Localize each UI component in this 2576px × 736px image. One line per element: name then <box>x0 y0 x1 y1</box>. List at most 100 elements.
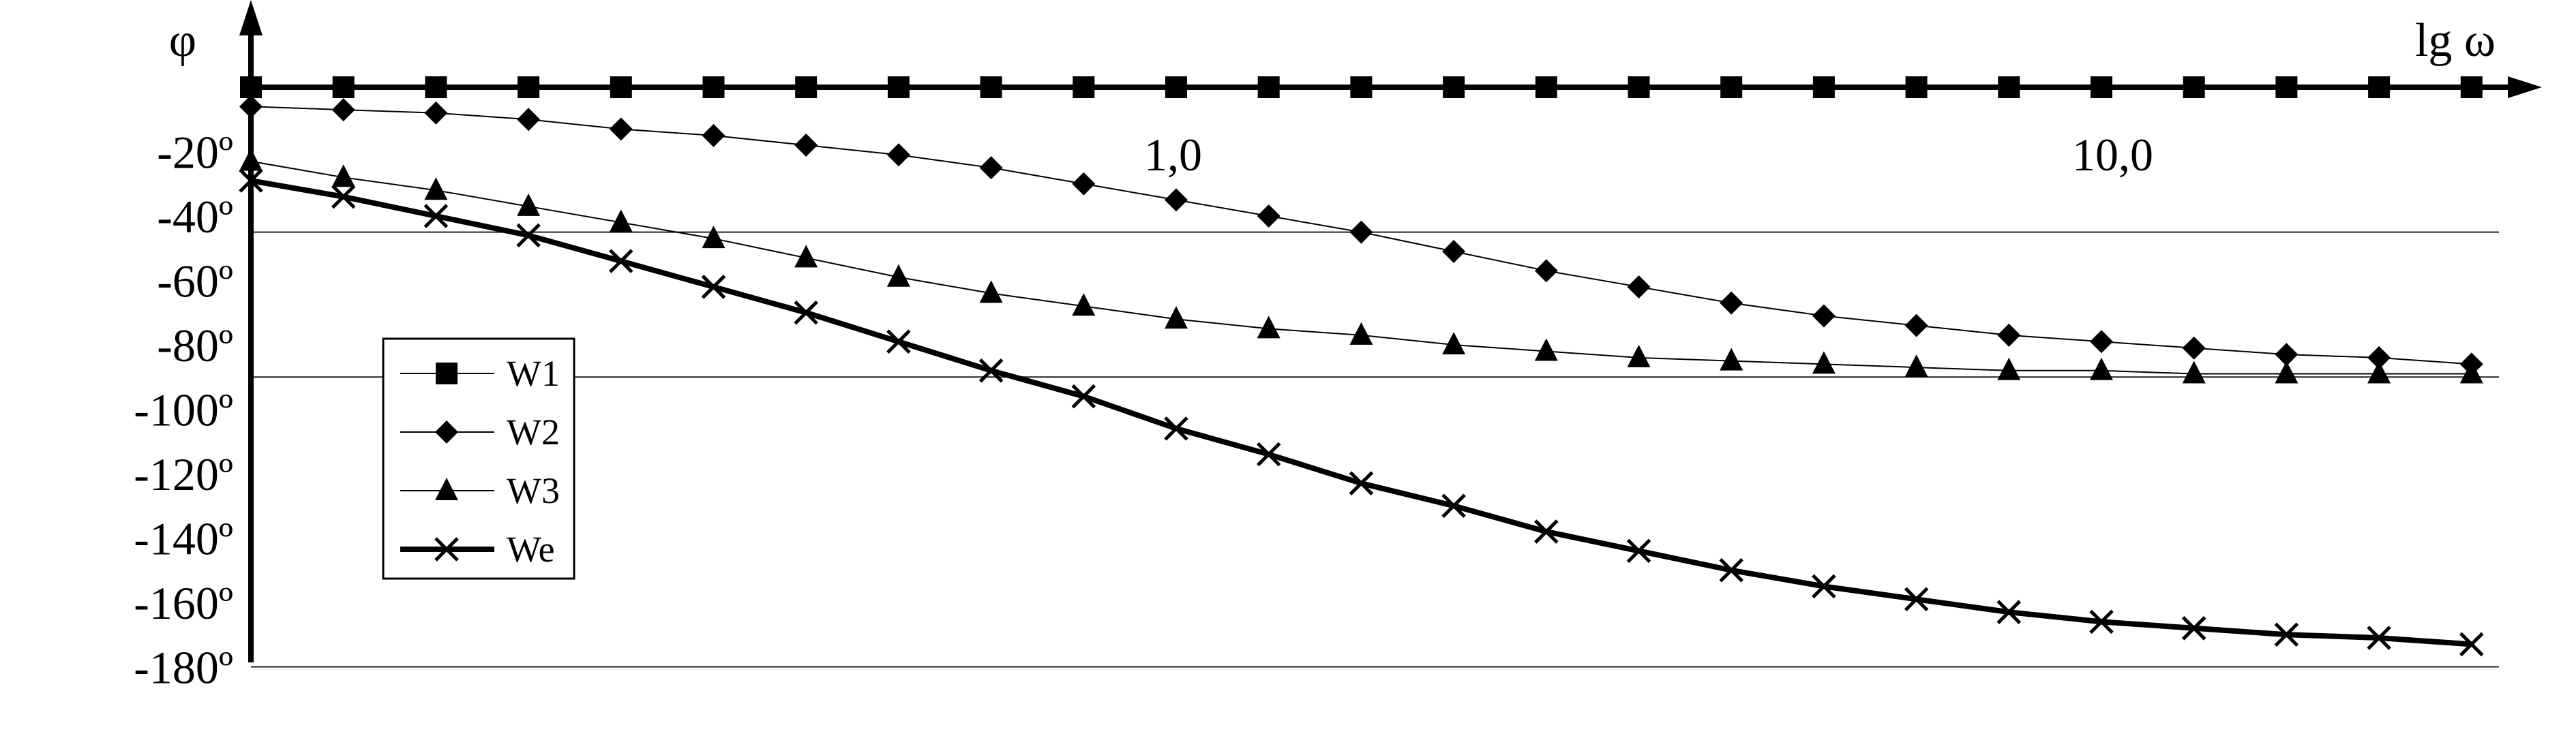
data-point-we <box>1071 384 1096 409</box>
data-point-w3 <box>1627 344 1651 367</box>
data-point-w1 <box>2183 76 2205 98</box>
data-point-w2 <box>1349 220 1373 244</box>
data-point-we <box>1164 416 1188 441</box>
data-point-we <box>423 204 449 228</box>
data-point-w3 <box>1165 306 1188 329</box>
legend-marker-w1 <box>436 363 458 384</box>
data-point-we <box>2089 609 2114 634</box>
data-point-w1 <box>2460 76 2483 98</box>
data-point-w3 <box>979 280 1003 303</box>
data-point-w2 <box>1442 239 1466 263</box>
data-point-w1 <box>1257 76 1280 98</box>
series-w3 <box>239 148 2483 384</box>
data-point-w1 <box>1165 76 1187 98</box>
data-point-w1 <box>2275 76 2298 98</box>
data-point-we <box>2181 616 2206 641</box>
series-line-we <box>250 178 2472 647</box>
y-tick-label: -80º <box>157 320 233 371</box>
data-point-w1 <box>425 76 447 98</box>
data-point-w1 <box>1998 76 2020 98</box>
data-point-w2 <box>1257 204 1280 228</box>
data-point-w1 <box>1628 76 1650 98</box>
legend-label: W2 <box>507 412 560 453</box>
data-point-w3 <box>1997 357 2021 380</box>
data-point-w3 <box>424 177 448 200</box>
y-tick-label: -120º <box>134 448 233 500</box>
data-point-w3 <box>1072 293 1096 316</box>
data-point-w2 <box>1627 275 1651 298</box>
x-axis-arrow-icon <box>2508 76 2542 98</box>
y-tick-label: -140º <box>134 513 233 565</box>
data-point-w2 <box>517 108 541 132</box>
y-tick-label: -180º <box>134 642 233 694</box>
x-tick-label: 10,0 <box>2072 129 2153 181</box>
data-point-w2 <box>2275 343 2298 367</box>
y-tick-label: -60º <box>157 256 233 307</box>
data-point-w3 <box>1534 338 1558 361</box>
data-point-w2 <box>1720 291 1743 315</box>
data-point-we <box>1904 587 1929 612</box>
data-point-we <box>2274 622 2299 647</box>
data-point-w2 <box>1904 313 1928 337</box>
data-point-w2 <box>1165 188 1188 212</box>
x-axis-label: lg ω <box>2415 14 2496 67</box>
data-point-w1 <box>1535 76 1557 98</box>
data-point-w1 <box>2368 76 2391 98</box>
data-point-w1 <box>1350 76 1373 98</box>
data-point-w1 <box>240 76 262 98</box>
data-point-w3 <box>517 193 541 216</box>
data-point-w2 <box>979 156 1003 180</box>
data-point-we <box>2459 632 2484 657</box>
legend-box <box>382 337 575 580</box>
data-point-w1 <box>1905 76 1928 98</box>
data-point-we <box>1719 557 1743 583</box>
data-point-w3 <box>1812 351 1836 374</box>
data-point-w3 <box>2090 357 2113 380</box>
data-point-w2 <box>2182 336 2206 360</box>
y-tick-label: -20º <box>157 127 233 179</box>
data-point-w1 <box>702 76 725 98</box>
data-point-w3 <box>2182 361 2206 384</box>
data-point-we <box>331 184 356 209</box>
data-point-w2 <box>886 143 910 167</box>
data-point-we <box>516 223 541 248</box>
y-axis-label: φ <box>169 14 196 67</box>
data-point-we <box>1256 442 1281 467</box>
data-point-w1 <box>980 76 1002 98</box>
y-tick-label: -40º <box>157 191 233 243</box>
data-point-we <box>886 329 911 354</box>
data-point-w3 <box>609 209 633 232</box>
data-point-w2 <box>609 117 633 141</box>
data-point-we <box>1534 519 1559 544</box>
data-point-w2 <box>1812 304 1836 328</box>
data-point-w3 <box>2459 361 2483 384</box>
legend: W1 W2 W3 We <box>382 337 575 580</box>
data-point-w1 <box>1443 76 1465 98</box>
data-point-w3 <box>1257 316 1280 339</box>
data-point-w1 <box>887 76 910 98</box>
data-point-w3 <box>1904 354 1928 378</box>
series-w1 <box>240 76 2483 98</box>
data-point-w1 <box>1073 76 1095 98</box>
data-point-w1 <box>610 76 632 98</box>
data-point-w2 <box>2090 330 2113 354</box>
data-point-w1 <box>518 76 540 98</box>
y-tick-label: -100º <box>134 384 233 436</box>
data-point-w2 <box>794 134 818 157</box>
data-point-w1 <box>332 76 355 98</box>
legend-marker-we <box>434 537 459 562</box>
legend-label: W1 <box>507 353 560 394</box>
data-point-w3 <box>2275 361 2298 384</box>
data-point-we <box>701 275 726 299</box>
data-point-w2 <box>424 101 448 125</box>
data-point-we <box>978 358 1004 383</box>
data-point-w3 <box>702 226 725 249</box>
data-point-w3 <box>1720 348 1743 371</box>
legend-marker-w2 <box>435 420 458 444</box>
data-point-w2 <box>702 123 725 147</box>
y-tick-label: -160º <box>134 577 233 629</box>
data-point-w2 <box>1072 172 1096 196</box>
data-point-we <box>1349 471 1374 495</box>
